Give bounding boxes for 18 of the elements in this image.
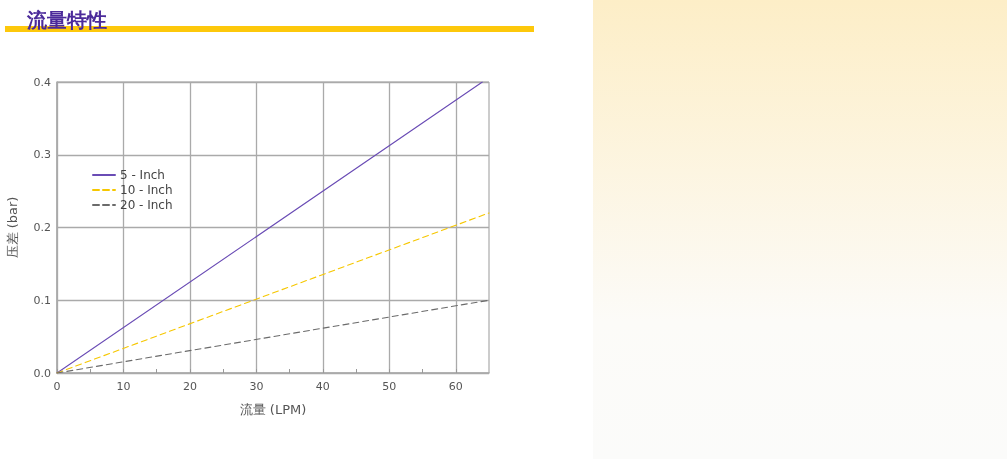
x-tick-label: 60 [448, 380, 463, 393]
chart-title: 流量特性 [26, 8, 107, 32]
y-tick-label: 0.3 [33, 148, 51, 162]
x-tick-label: 0 [53, 380, 61, 393]
x-tick-label: 40 [315, 380, 330, 393]
legend-label: 5 - Inch [120, 168, 165, 182]
x-tick-label: 50 [382, 380, 397, 393]
y-tick-label: 0.0 [33, 366, 51, 380]
legend-label: 20 - Inch [120, 198, 173, 212]
y-tick-label: 0.1 [33, 293, 51, 307]
x-tick-label: 30 [249, 380, 264, 393]
x-tick-label: 20 [182, 380, 197, 393]
legend-label: 10 - Inch [120, 183, 173, 197]
x-axis-title: 流量 (LPM) [239, 402, 307, 417]
y-tick-label: 0.2 [33, 221, 51, 234]
x-tick-label: 10 [116, 380, 131, 393]
y-axis-title: 压差 (bar) [5, 196, 20, 259]
y-tick-label: 0.4 [33, 75, 51, 89]
